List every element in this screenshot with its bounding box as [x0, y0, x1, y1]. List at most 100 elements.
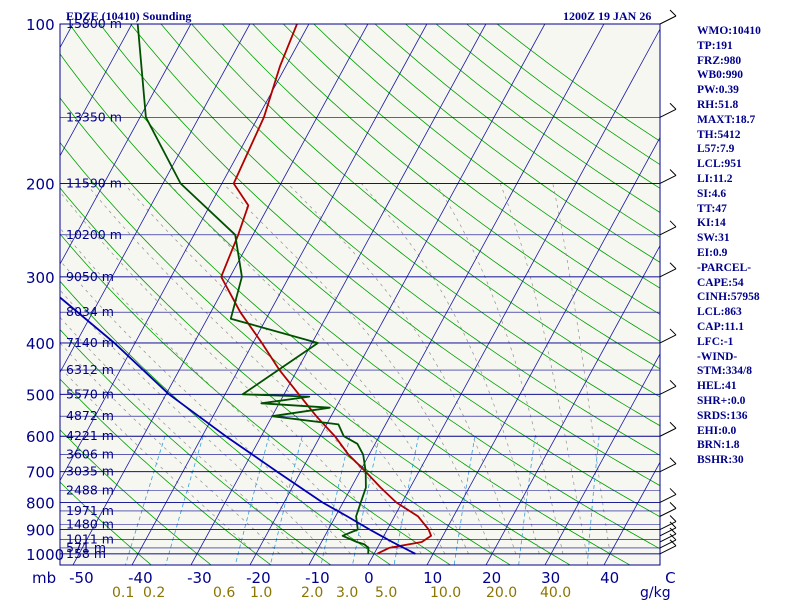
- temperature-tick-label: -50: [69, 569, 94, 587]
- wind-barb: [659, 539, 677, 555]
- temperature-tick-label: -40: [128, 569, 153, 587]
- dry-adiabat: [283, 24, 660, 315]
- height-label: 8034 m: [66, 304, 114, 319]
- dry-adiabat: [60, 97, 631, 565]
- index-item: HEL:41: [697, 380, 737, 393]
- mixing-ratio-label: 0.1: [112, 585, 134, 600]
- pressure-tick-label: 900: [26, 522, 55, 540]
- index-item: EHI:0.0: [697, 424, 737, 437]
- pressure-tick-label: 600: [26, 428, 55, 446]
- index-item: WB0:990: [697, 69, 743, 82]
- isotherm: [485, 244, 660, 565]
- height-label: 1480 m: [66, 516, 114, 531]
- dry-adiabat: [60, 233, 451, 565]
- isotherm: [544, 353, 660, 565]
- height-label: 5570 m: [66, 386, 114, 401]
- mixing-ratio-label: 20.0: [486, 585, 517, 600]
- index-item: LFC:-1: [697, 335, 734, 348]
- pressure-tick-label: 200: [26, 175, 55, 193]
- dry-adiabat: [313, 24, 660, 289]
- pressure-tick-label: 300: [26, 269, 55, 287]
- isotherm: [60, 24, 251, 374]
- moist-adiabat: [222, 183, 493, 554]
- dry-adiabat: [60, 378, 272, 565]
- mixing-ratio-label: 1.0: [250, 585, 272, 600]
- index-item: TP:191: [697, 39, 733, 52]
- index-item: STM:334/8: [697, 365, 752, 378]
- temperature-tick-label: 10: [423, 569, 442, 587]
- index-item: CINH:57958: [697, 291, 760, 304]
- temperature-tick-label: 40: [600, 569, 619, 587]
- dry-adiabat: [130, 24, 660, 456]
- index-item: LI:11.2: [697, 172, 733, 185]
- dry-adiabat: [252, 24, 660, 342]
- pressure-tick-label: 700: [26, 464, 55, 482]
- wind-barb: [659, 527, 677, 543]
- isotherm: [131, 24, 428, 565]
- moist-adiabat: [60, 227, 375, 555]
- index-item: RH:51.8: [697, 98, 739, 111]
- wind-barb: [659, 488, 677, 503]
- pressure-tick-label: 1000: [26, 546, 64, 564]
- index-item: FRZ:980: [697, 54, 742, 67]
- mixing-ratio-label: 10.0: [430, 585, 461, 600]
- dry-adiabat: [60, 141, 571, 565]
- parcel-trace: [60, 296, 416, 555]
- temperature-tick-label: -30: [187, 569, 212, 587]
- plot-frame: [59, 23, 661, 566]
- dry-adiabat: [160, 24, 660, 427]
- height-label: 3035 m: [66, 464, 114, 479]
- isotherm: [426, 136, 660, 565]
- index-item: MAXT:18.7: [697, 113, 756, 126]
- wind-barb: [659, 521, 677, 537]
- dry-adiabat: [60, 53, 660, 550]
- dewpoint-trace: [136, 24, 370, 554]
- wind-barb: [659, 502, 677, 517]
- index-item: KI:14: [697, 217, 726, 230]
- mixing-ratio-line: [125, 436, 166, 565]
- mixing-ratio-line: [165, 436, 204, 565]
- sounding-time: 1200Z 19 JAN 26: [563, 9, 652, 23]
- wind-barb: [659, 328, 677, 344]
- wind-barb: [659, 9, 677, 25]
- dry-adiabat: [60, 481, 152, 565]
- index-item: LCL:951: [697, 158, 742, 171]
- pressure-tick-label: 400: [26, 335, 55, 353]
- mixing-ratio-label: 5.0: [375, 585, 397, 600]
- index-item: SHR+:0.0: [697, 394, 746, 407]
- temperature-tick-label: C: [665, 569, 675, 587]
- pressure-tick-label: 500: [26, 386, 55, 404]
- index-item: TT:47: [697, 202, 727, 215]
- indices-panel: WMO:10410 TP:191 FRZ:980 WB0:990 PW:0.39 RH:5…: [697, 24, 797, 468]
- height-label: 571 m: [66, 540, 106, 555]
- index-item: EI:0.9: [697, 246, 728, 259]
- moist-adiabat: [60, 260, 351, 555]
- wind-barb: [659, 169, 677, 184]
- dry-adiabat: [191, 24, 660, 398]
- height-label: 11590 m: [66, 175, 122, 190]
- height-label: 13350 m: [66, 109, 122, 124]
- index-item: -WIND-: [697, 350, 738, 363]
- mixing-ratio-label: 0.6: [213, 585, 235, 600]
- pressure-tick-label: 800: [26, 494, 55, 512]
- pressure-tick-label: 100: [26, 16, 55, 34]
- index-item: TH:5412: [697, 128, 741, 141]
- mixing-ratio-unit: g/kg: [640, 585, 671, 600]
- index-item: SI:4.6: [697, 187, 727, 200]
- index-item: L57:7.9: [697, 143, 735, 156]
- wind-barb: [659, 533, 677, 549]
- index-item: CAPE:54: [697, 276, 744, 289]
- wind-barb: [659, 421, 677, 437]
- wind-barbs: [659, 9, 677, 555]
- height-label: 6312 m: [66, 362, 114, 377]
- pressure-unit-label: mb: [32, 569, 56, 587]
- isotherm: [308, 24, 605, 565]
- height-label: 4221 m: [66, 428, 114, 443]
- index-item: CAP:11.1: [697, 320, 744, 333]
- dry-adiabat: [60, 429, 212, 565]
- isotherm: [60, 24, 310, 482]
- height-label: 3606 m: [66, 447, 114, 462]
- height-label: 9050 m: [66, 269, 114, 284]
